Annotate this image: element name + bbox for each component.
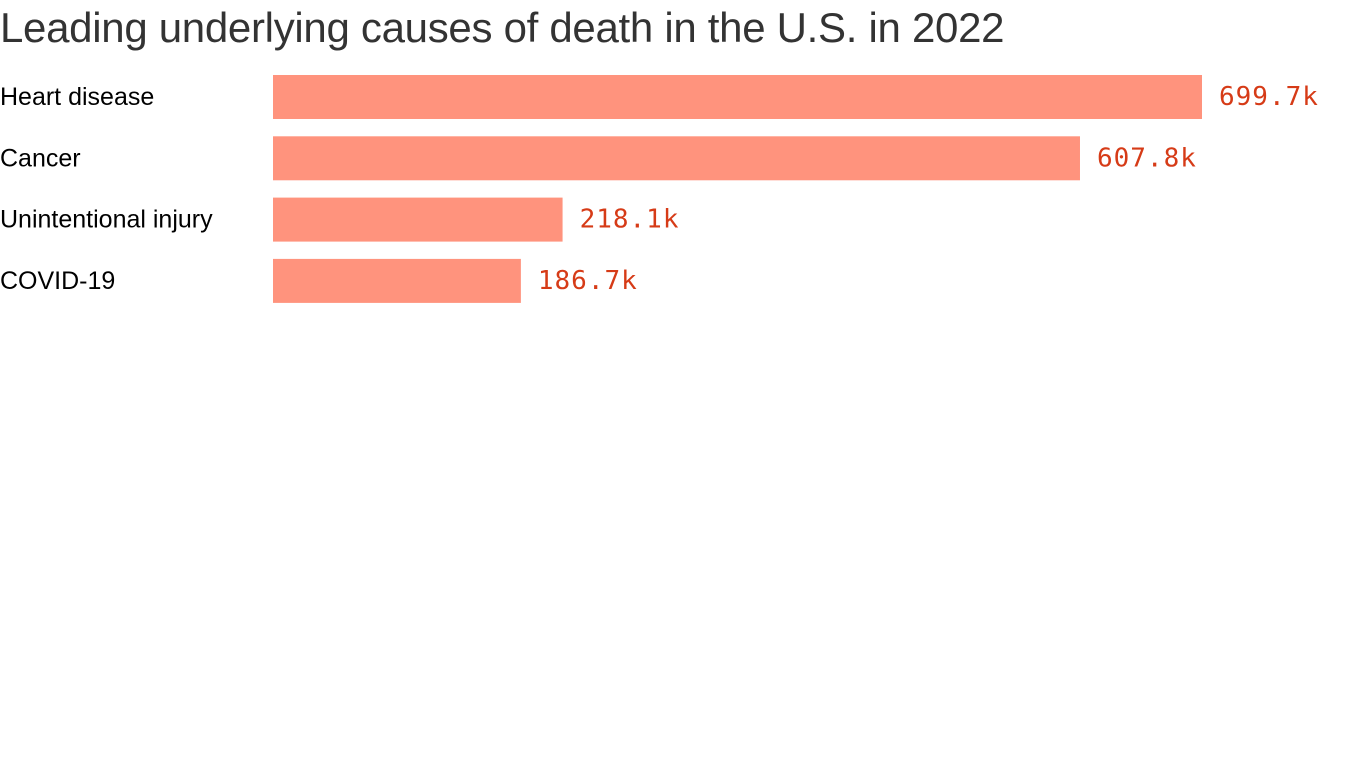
category-label: Heart disease xyxy=(0,83,154,111)
chart-title: Leading underlying causes of death in th… xyxy=(0,4,1005,51)
value-label: 699.7k xyxy=(1219,82,1319,112)
bar xyxy=(273,75,1202,119)
bar xyxy=(273,258,521,303)
category-label: Cancer xyxy=(0,144,81,172)
category-label: COVID-19 xyxy=(0,267,115,295)
bar xyxy=(273,197,563,242)
category-label: Unintentional injury xyxy=(0,206,213,234)
value-label: 186.7k xyxy=(538,266,638,296)
value-label: 607.8k xyxy=(1097,143,1197,173)
value-label: 218.1k xyxy=(580,205,680,235)
bar xyxy=(273,136,1080,181)
